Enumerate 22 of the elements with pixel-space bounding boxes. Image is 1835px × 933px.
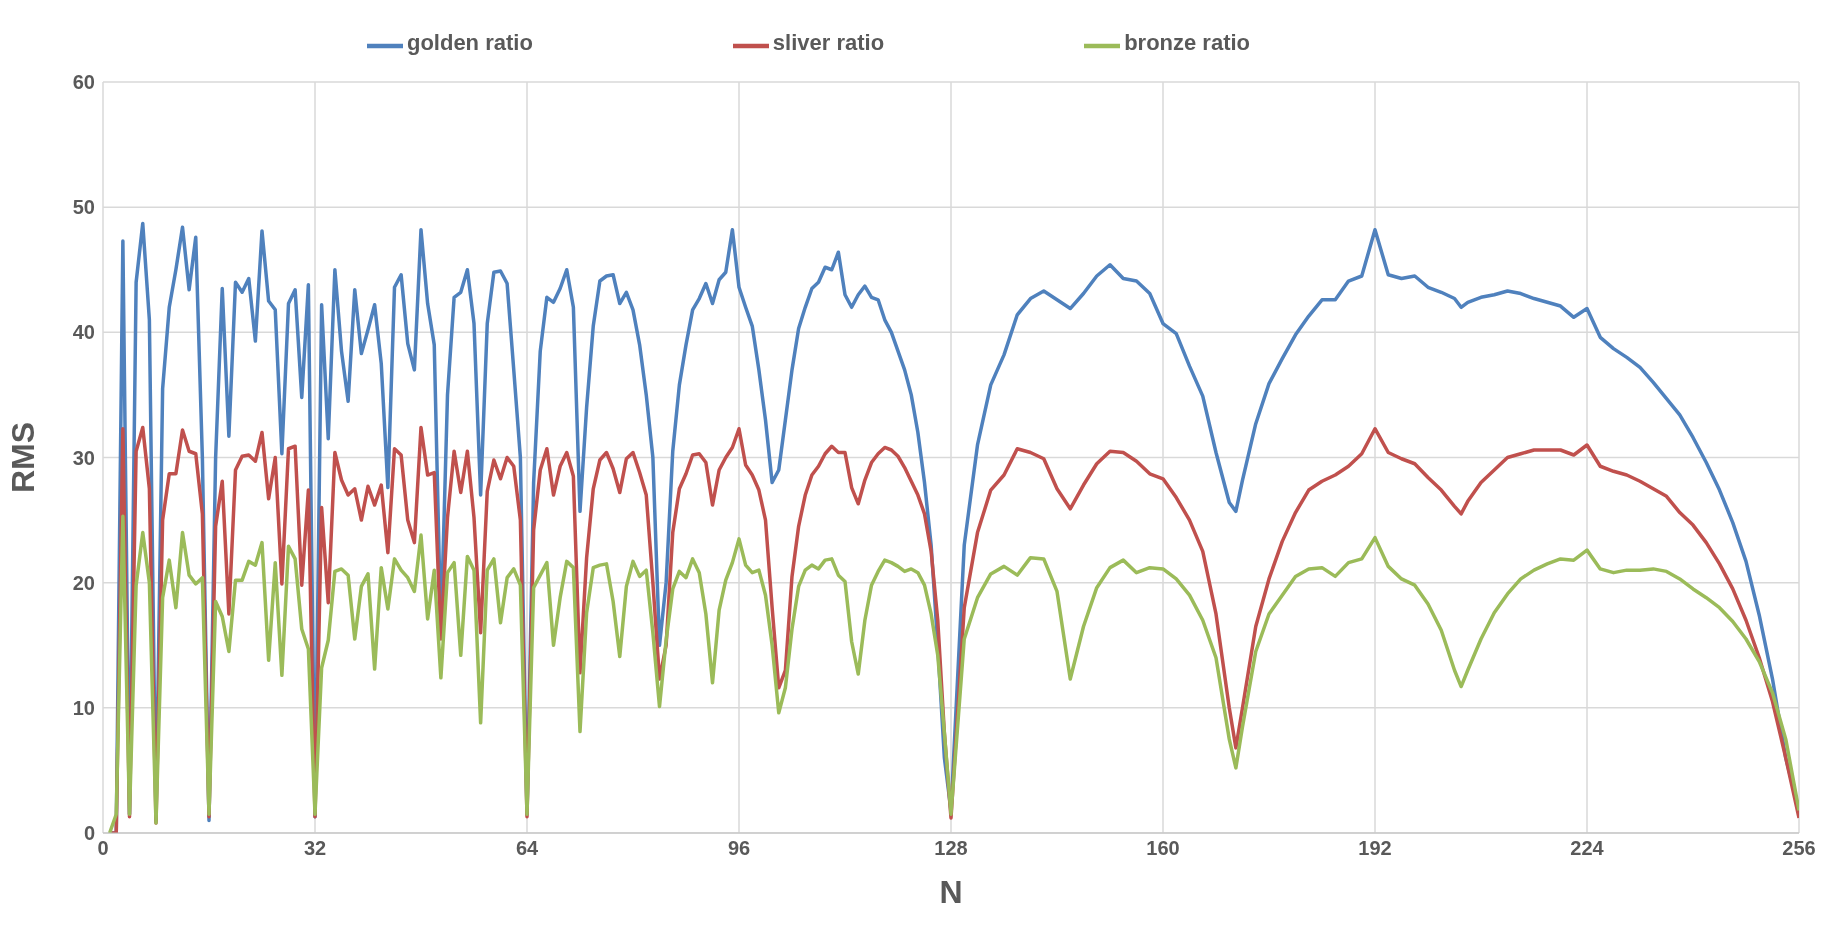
y-tick-label: 60 <box>72 71 95 94</box>
x-tick-label: 256 <box>1782 837 1816 860</box>
y-tick-label: 40 <box>72 321 95 344</box>
y-tick-label: 20 <box>72 571 95 594</box>
legend-label: golden ratio <box>406 30 533 56</box>
x-tick-label: 0 <box>97 837 109 860</box>
legend-label: bronze ratio <box>1124 30 1251 56</box>
x-tick-label: 32 <box>303 837 327 860</box>
x-axis-title: N <box>939 874 963 910</box>
y-tick-label: 30 <box>72 446 95 469</box>
y-tick-label: 10 <box>72 696 95 719</box>
x-tick-label: 160 <box>1146 837 1180 860</box>
legend-label: sliver ratio <box>772 30 885 56</box>
x-tick-label: 192 <box>1358 837 1392 860</box>
x-tick-label: 64 <box>515 837 539 860</box>
y-tick-label: 50 <box>72 196 95 219</box>
x-tick-label: 224 <box>1570 837 1605 860</box>
line-series <box>107 514 1799 833</box>
y-tick-label: 0 <box>83 822 95 845</box>
x-tick-label: 128 <box>934 837 968 860</box>
y-axis-title: RMS <box>5 421 42 494</box>
x-tick-label: 96 <box>727 837 751 860</box>
